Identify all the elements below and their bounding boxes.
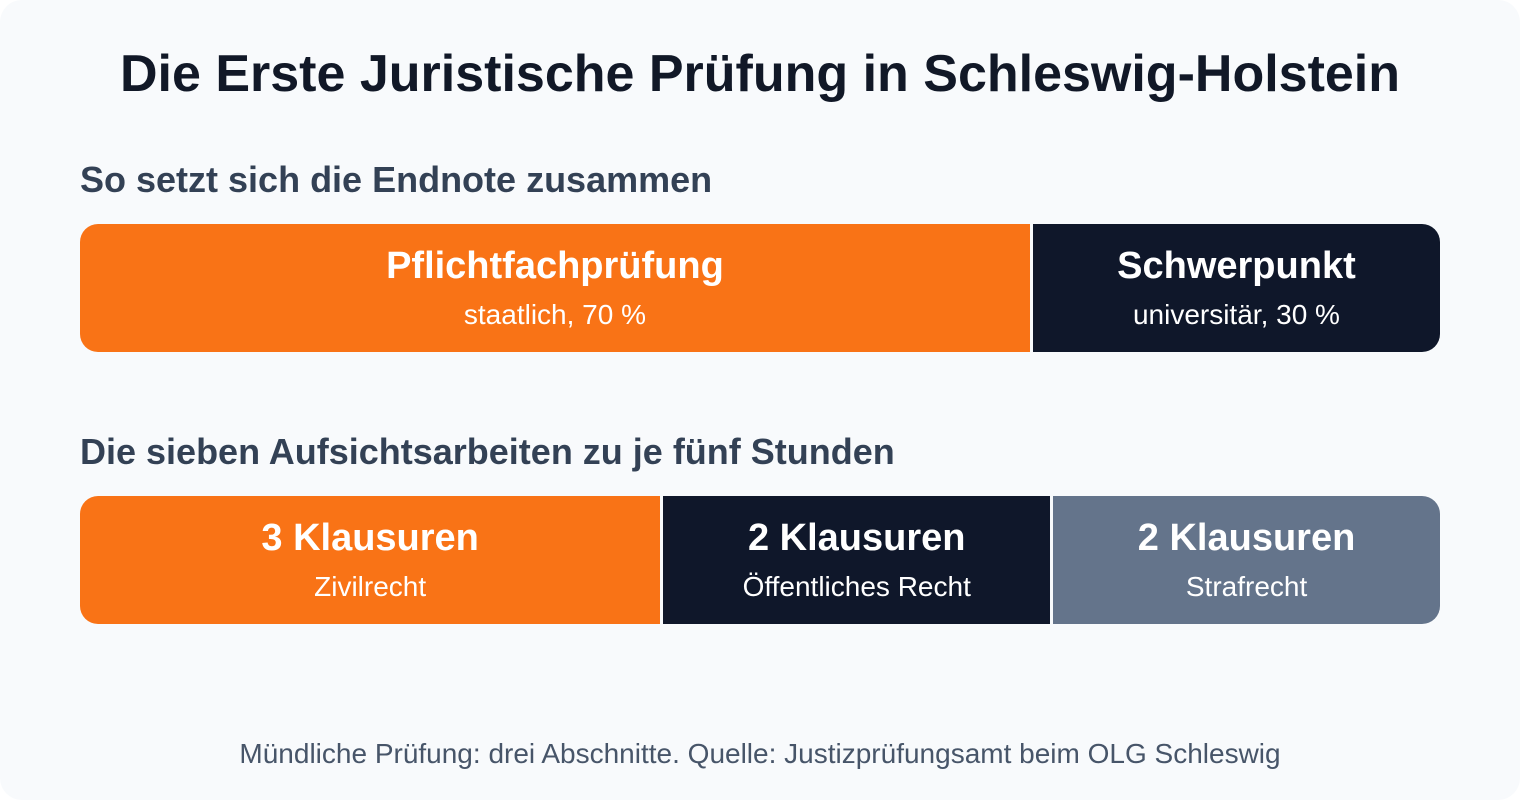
footnote-source: Mündliche Prüfung: drei Abschnitte. Quel… <box>239 738 1281 769</box>
segment-pflichtfach: Pflichtfachprüfung staatlich, 70 % <box>80 224 1030 352</box>
segment-strafrecht: 2 Klausuren Strafrecht <box>1053 496 1440 624</box>
grade-section-heading: So setzt sich die Endnote zusammen <box>80 159 713 200</box>
segment-sublabel: Zivilrecht <box>314 571 427 602</box>
segment-sublabel: staatlich, 70 % <box>463 299 646 330</box>
exam-distribution-bar: 3 Klausuren Zivilrecht 2 Klausuren Öffen… <box>80 496 1440 624</box>
segment-label: 3 Klausuren <box>261 517 479 559</box>
grade-composition-bar: Pflichtfachprüfung staatlich, 70 % Schwe… <box>80 224 1440 352</box>
segment-label: 2 Klausuren <box>1137 517 1356 559</box>
segment-sublabel: Strafrecht <box>1185 571 1308 602</box>
segment-schwerpunkt: Schwerpunkt universitär, 30 % <box>1032 224 1440 352</box>
segment-zivilrecht: 3 Klausuren Zivilrecht <box>80 496 661 624</box>
page-title: Die Erste Juristische Prüfung in Schlesw… <box>119 45 1401 103</box>
segment-label: Pflichtfachprüfung <box>386 245 724 287</box>
segment-label: 2 Klausuren <box>747 517 966 559</box>
segment-sublabel: universitär, 30 % <box>1132 299 1340 330</box>
segment-label: Schwerpunkt <box>1117 245 1356 287</box>
exam-section-heading: Die sieben Aufsichtsarbeiten zu je fünf … <box>80 431 895 472</box>
segment-sublabel: Öffentliches Recht <box>742 571 971 602</box>
segment-oeffentliches-recht: 2 Klausuren Öffentliches Recht <box>663 496 1051 624</box>
